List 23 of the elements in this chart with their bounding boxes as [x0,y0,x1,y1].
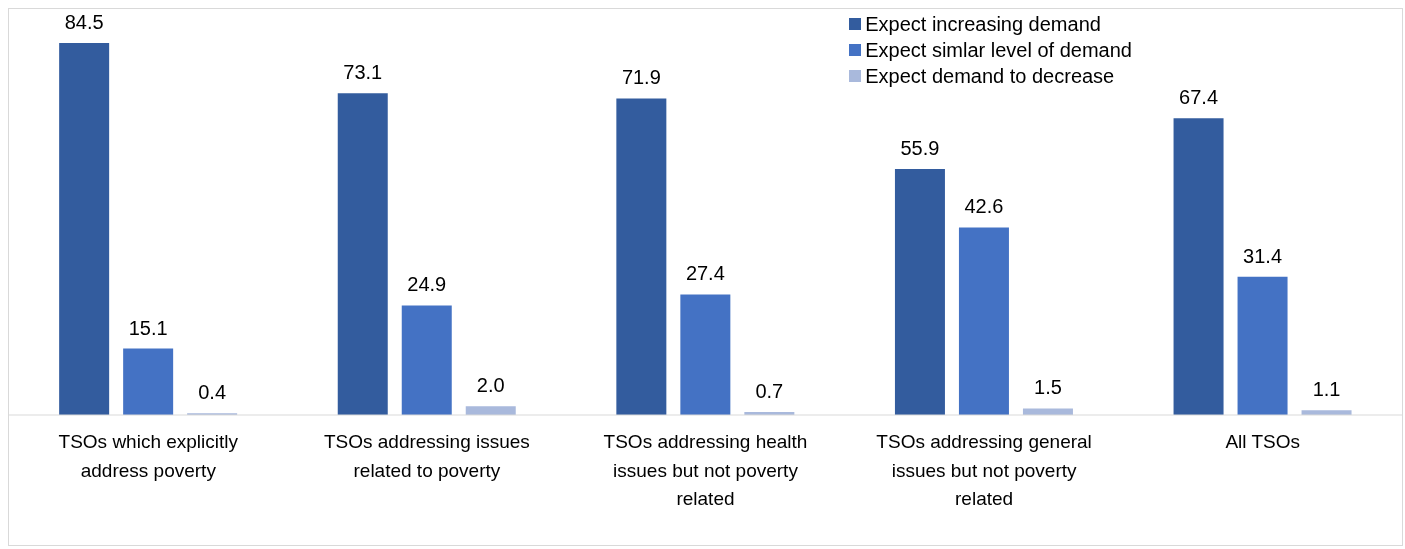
x-tick-label: TSOs which explicitly address poverty [58,431,239,481]
data-label: 0.7 [755,379,784,402]
data-label: 42.6 [964,195,1004,218]
legend-label: Expect demand to decrease [865,64,1115,89]
legend-label: Expect increasing demand [865,12,1101,37]
data-label: 67.4 [1179,86,1219,109]
x-tick-label: All TSOs [1225,431,1300,453]
data-label: 1.5 [1034,376,1062,399]
data-label: 27.4 [685,262,725,285]
data-label: 84.5 [64,11,104,33]
data-label: 24.9 [407,273,447,296]
data-label: 31.4 [1243,244,1283,267]
data-label: 2.0 [476,374,505,397]
data-label: 73.1 [343,61,383,84]
data-label: 0.4 [198,381,227,404]
data-label: 55.9 [900,136,940,159]
legend-label: Expect simlar level of demand [865,38,1132,63]
data-label: 15.1 [128,316,168,339]
data-label: 1.1 [1312,378,1341,401]
x-tick-label: TSOs addressing health issues but not poverty related [603,431,808,510]
x-tick-label: TSOs addressing general issues but not poverty related [876,431,1092,510]
data-label: 71.9 [621,66,661,89]
x-tick-label: TSOs addressing issues related to poverty [323,431,530,481]
